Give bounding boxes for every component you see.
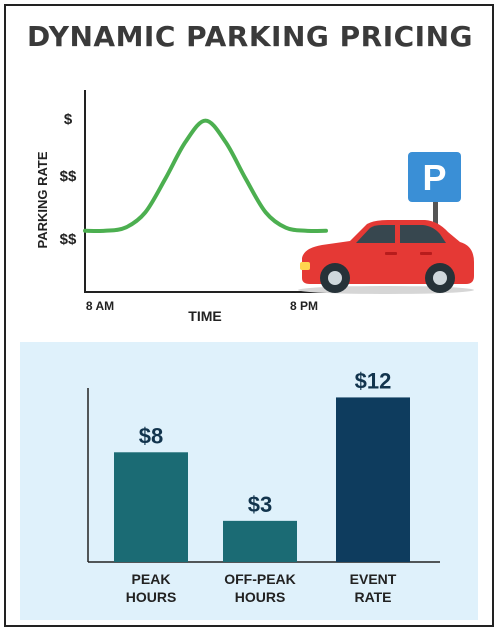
bar-category-label: EVENT bbox=[350, 571, 397, 587]
bar-category-label: OFF-PEAK bbox=[224, 571, 296, 587]
bar-category-label: PEAK bbox=[132, 571, 171, 587]
y-tick-label: $$ bbox=[60, 231, 77, 248]
y-tick-label: $$ bbox=[60, 168, 77, 185]
bar-category-label: HOURS bbox=[235, 589, 286, 605]
page-title: DYNAMIC PARKING PRICING bbox=[26, 20, 473, 53]
y-tick-label: $ bbox=[64, 111, 73, 128]
parking-sign-letter: P bbox=[422, 157, 446, 198]
line-chart: PARKING RATE TIME $$ $$ $ 8 AM 8 PM P bbox=[35, 90, 474, 324]
bar-value-label: $8 bbox=[139, 423, 163, 448]
bar-value-label: $3 bbox=[248, 492, 272, 517]
line-series-path bbox=[83, 118, 328, 234]
bar-category-label: RATE bbox=[354, 589, 391, 605]
red-car-icon bbox=[298, 220, 474, 294]
bar bbox=[336, 397, 410, 562]
line-x-axis-label: TIME bbox=[188, 308, 221, 324]
bar-category-label: HOURS bbox=[126, 589, 177, 605]
bar bbox=[114, 452, 188, 562]
x-tick-label: 8 AM bbox=[86, 299, 114, 313]
x-tick-label: 8 PM bbox=[290, 299, 318, 313]
line-y-axis-label: PARKING RATE bbox=[35, 151, 50, 248]
bar-value-label: $12 bbox=[355, 368, 392, 393]
bar bbox=[223, 520, 297, 562]
